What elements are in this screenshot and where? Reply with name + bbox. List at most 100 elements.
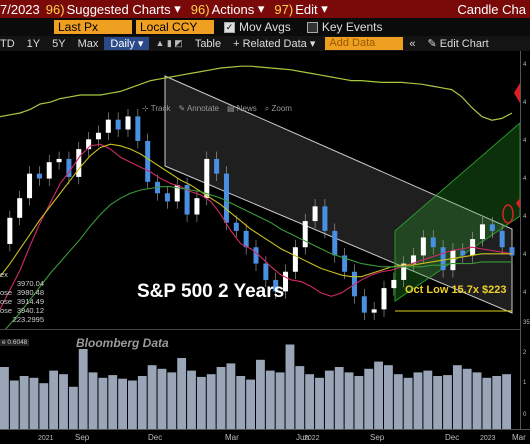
mov-avgs-checkbox[interactable]: ✓ <box>224 21 235 33</box>
y-tick-label: 4 <box>523 176 527 182</box>
legend-row: 3970.04 <box>0 279 44 288</box>
dropdown-arrow-icon: ▾ <box>321 1 328 16</box>
menu-bar: 7/2023 96) Suggested Charts ▾ 96) Action… <box>0 0 530 18</box>
candle-body <box>233 222 239 231</box>
volume-bar <box>19 376 29 430</box>
volume-bar <box>157 368 167 430</box>
candle-body <box>479 224 485 240</box>
news-tool[interactable]: ▤ News <box>227 104 257 113</box>
price-plot[interactable]: ⊹ Track ✎ Annotate ▤ News ⌕ Zoom ex 3970… <box>0 51 520 329</box>
range-ytd-button[interactable]: TD <box>0 37 15 50</box>
candle-body <box>391 279 397 289</box>
currency-field[interactable]: Local CCY <box>136 20 214 34</box>
legend-row: ose 3940.12 <box>0 306 44 315</box>
volume-bar <box>78 349 88 430</box>
volume-bar <box>334 367 344 430</box>
legend-row: ex <box>0 270 44 279</box>
menu-number: 96) <box>190 1 210 17</box>
candle-body <box>253 247 259 264</box>
candle-body <box>332 230 338 256</box>
volume-bar <box>49 370 59 430</box>
volume-bar <box>364 368 374 430</box>
candle-body <box>430 237 436 248</box>
price-legend: ex 3970.04 ose 3980.48 ose 3914.49 ose 3940… <box>0 270 44 324</box>
candle-body <box>450 250 456 271</box>
range-1y-button[interactable]: 1Y <box>26 37 41 50</box>
suggested-charts-menu[interactable]: 96) Suggested Charts ▾ <box>46 1 181 17</box>
interval-select[interactable]: Daily ▾ <box>104 37 150 50</box>
volume-bar <box>354 376 364 430</box>
annotate-tool[interactable]: ✎ Annotate <box>178 104 219 113</box>
table-button[interactable]: Table <box>194 37 222 50</box>
volume-bar <box>285 344 295 430</box>
candle-body <box>499 230 505 248</box>
candle-body <box>371 309 377 313</box>
legend-value: 3940.12 <box>16 306 44 315</box>
key-events-label: Key Events <box>321 20 383 34</box>
chevron-down-icon: ▾ <box>137 38 144 50</box>
x-tick-label: Jun <box>296 433 309 442</box>
volume-bar <box>216 367 226 430</box>
volume-bar <box>403 377 413 430</box>
legend-row: 223.2995 <box>0 315 44 324</box>
key-events-checkbox[interactable] <box>306 21 318 33</box>
volume-tick-label: 1 <box>523 380 527 386</box>
legend-label: ex <box>0 270 8 279</box>
x-year-label: 2021 <box>38 435 54 442</box>
y-tick-label: 4 <box>523 290 527 296</box>
zoom-tool[interactable]: ⌕ Zoom <box>264 104 292 113</box>
volume-bar <box>265 370 275 430</box>
volume-bar <box>196 376 206 430</box>
menu-number: 97) <box>274 1 294 17</box>
candle-body <box>342 255 348 272</box>
range-bar: TD 1Y 5Y Max Daily ▾ ▲ ▮ ◩ Table + Relat… <box>0 36 530 51</box>
dropdown-arrow-icon: ▾ <box>174 1 181 16</box>
track-label: Track <box>150 104 171 113</box>
candle-body <box>214 158 220 174</box>
related-data-button[interactable]: + Related Data ▾ <box>227 37 321 50</box>
oct-low-annotation: Oct Low 15.7x $223 <box>405 284 507 296</box>
volume-panel[interactable] <box>0 329 520 430</box>
volume-tick-label: 0 <box>523 412 527 418</box>
volume-bar <box>236 376 246 430</box>
edit-chart-button[interactable]: ✎ Edit Chart <box>422 37 495 50</box>
volume-bar <box>472 372 482 430</box>
volume-bar <box>246 379 255 430</box>
settings-bar: Last Px Local CCY ✓ Mov Avgs Key Events <box>0 18 530 36</box>
candle-body <box>17 198 23 218</box>
legend-row: ose 3980.48 <box>0 288 44 297</box>
right-axis: 4 4 4 4 4 4 4 35 2 1 0 <box>520 51 530 429</box>
volume-bar <box>275 372 285 430</box>
zoom-label: Zoom <box>271 104 292 113</box>
chart-type-icons[interactable]: ▲ ▮ ◩ <box>155 38 183 48</box>
range-max-button[interactable]: Max <box>77 37 99 50</box>
volume-bar <box>88 372 98 430</box>
pe-ratio-line <box>0 65 513 121</box>
price-field[interactable]: Last Px <box>54 20 132 34</box>
volume-tick-label: 2 <box>523 350 527 356</box>
volume-bar <box>413 372 423 430</box>
actions-menu[interactable]: 96) Actions ▾ <box>191 1 265 17</box>
collapse-icon[interactable]: « <box>409 37 416 50</box>
volume-bar <box>59 374 68 430</box>
x-tick-label: Dec <box>445 433 460 442</box>
source-label: Bloomberg Data <box>76 336 169 350</box>
edit-menu[interactable]: 97) Edit ▾ <box>274 1 327 17</box>
candle-body <box>135 116 141 141</box>
ma-100-line <box>0 143 512 278</box>
add-data-input[interactable]: Add Data <box>325 37 404 50</box>
track-tool[interactable]: ⊹ Track <box>142 104 171 113</box>
y-tick-label: 4 <box>523 214 527 220</box>
y-tick-label: 4 <box>523 252 527 258</box>
candle-body <box>322 206 328 231</box>
volume-bar <box>0 367 9 430</box>
candle-body <box>223 173 229 223</box>
y-tick-label: 4 <box>523 100 527 106</box>
volume-bar <box>482 377 492 430</box>
price-chart-svg <box>0 65 520 329</box>
x-tick-label: Sep <box>75 433 90 442</box>
range-5y-button[interactable]: 5Y <box>52 37 66 50</box>
legend-value: 3970.04 <box>16 279 44 288</box>
candle-body <box>460 250 466 256</box>
volume-bar <box>226 363 236 430</box>
